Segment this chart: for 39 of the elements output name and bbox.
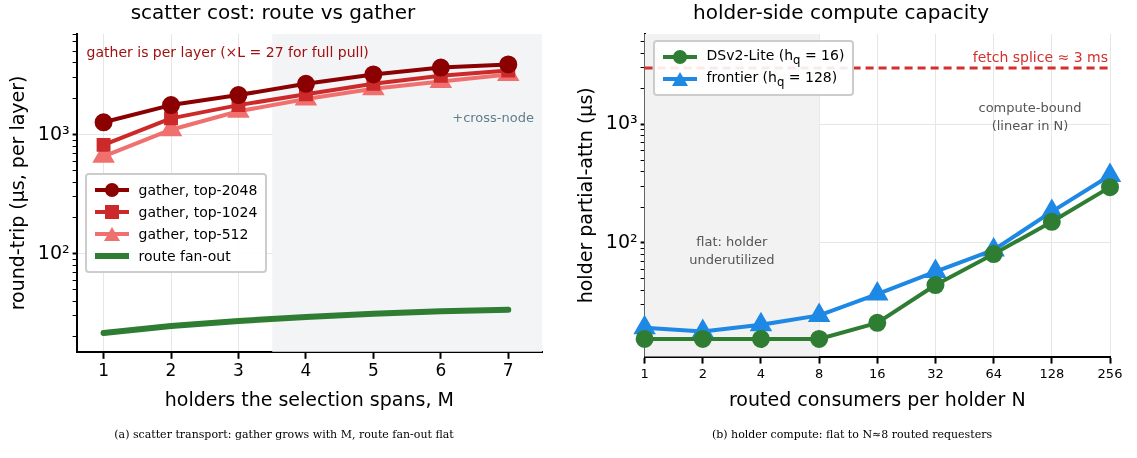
x-tick-label: 6	[435, 360, 447, 381]
legend-label: frontier (h$_{q}$ = 128)	[706, 69, 838, 89]
y-axis-title: round-trip (μs, per layer)	[6, 75, 29, 311]
x-tick-label: 4	[300, 360, 312, 381]
y-axis-title: holder partial-attn (μs)	[574, 87, 597, 304]
legend-label: gather, top-512	[138, 225, 249, 242]
x-tick-label: 1	[640, 365, 649, 381]
y-tick-label: 10²	[37, 240, 70, 263]
x-tick-label: 4	[756, 365, 766, 381]
x-tick-label: 5	[367, 360, 379, 381]
legend-label: DSv2-Lite (h$_{q}$ = 16)	[706, 47, 845, 67]
band-label: flat: holder underutilized	[689, 234, 775, 268]
y-tick-label: 10²	[605, 229, 638, 252]
x-tick-label: 256	[1097, 365, 1123, 381]
x-axis-title: routed consumers per holder N	[728, 387, 1026, 410]
x-tick-label: 8	[814, 365, 824, 381]
x-tick-label: 16	[869, 365, 886, 381]
x-tick-label: 2	[165, 360, 177, 381]
y-tick-label: 10³	[605, 111, 638, 134]
y-tick-label: 10³	[37, 121, 70, 144]
ref-line-label: fetch splice ≈ 3 ms	[972, 48, 1108, 65]
x-tick-label: 1	[98, 360, 109, 381]
x-tick-label: 128	[1039, 365, 1065, 381]
annotation: gather is per layer (×L = 27 for full pull)	[86, 43, 369, 60]
x-tick-label: 2	[698, 365, 707, 381]
chart-title: scatter cost: route vs gather	[130, 0, 417, 25]
x-tick-label: 3	[233, 360, 244, 381]
x-tick-label: 32	[927, 365, 944, 381]
text: (b) holder compute: flat to N≈8 routed requesters	[710, 428, 994, 441]
x-tick-label: 7	[502, 360, 514, 381]
text: (a) scatter transport: gather grows with M, route fan-out flat	[113, 428, 455, 441]
x-axis-title: holders the selection spans, M	[164, 387, 454, 410]
legend-label: route fan-out	[138, 247, 231, 264]
legend-label: gather, top-2048	[138, 181, 258, 198]
band-label: +cross-node	[452, 109, 534, 125]
x-tick-label: 64	[985, 365, 1002, 381]
annotation: compute-bound (linear in N)	[978, 99, 1082, 133]
chart-title: holder-side compute capacity	[693, 0, 990, 25]
legend-label: gather, top-1024	[138, 203, 258, 220]
